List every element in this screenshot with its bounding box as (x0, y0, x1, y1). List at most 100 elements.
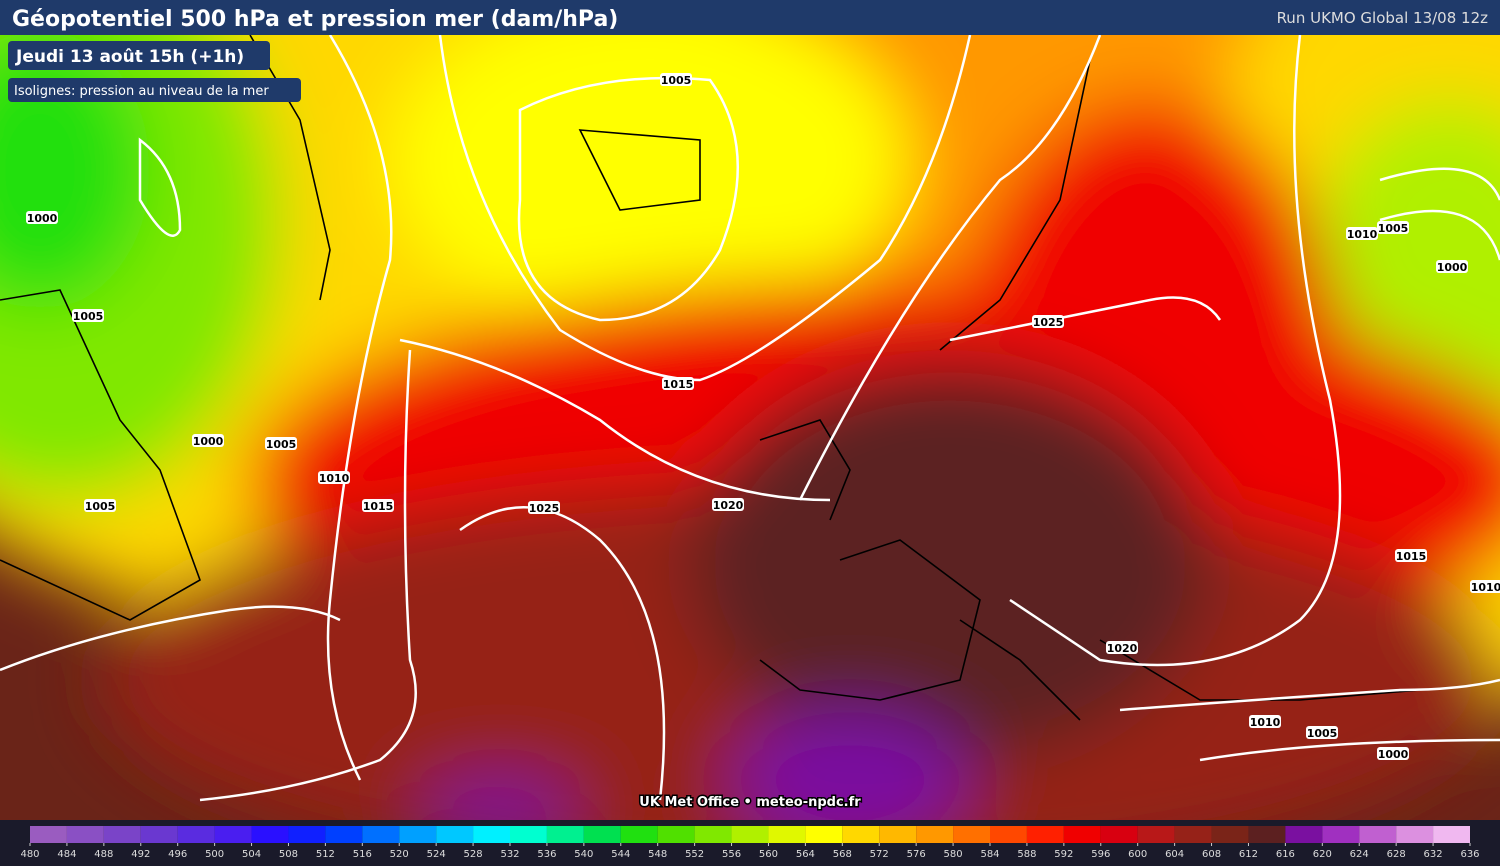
colorbar-label: 492 (131, 849, 150, 860)
isobar-label: 1010 (1471, 581, 1500, 594)
credit: UK Met Office • meteo-npdc.fr (639, 795, 861, 810)
isobar-label-bg (1395, 549, 1427, 562)
isobar-label-bg (1306, 726, 1338, 739)
colorbar-swatch (1285, 826, 1323, 843)
colorbar-swatch (1137, 826, 1175, 843)
isobar-label-bg (662, 377, 694, 390)
colorbar-swatch (1248, 826, 1286, 843)
isobar-label: 1000 (1378, 748, 1409, 761)
colorbar-label: 612 (1239, 849, 1258, 860)
colorbar-swatch (1100, 826, 1138, 843)
colorbar-swatch (731, 826, 769, 843)
colorbar-swatch (473, 826, 510, 843)
colorbar-swatch (1359, 826, 1397, 843)
colorbar-label: 568 (833, 849, 852, 860)
colorbar-label: 536 (537, 849, 556, 860)
colorbar-label: 560 (759, 849, 778, 860)
colorbar-label: 540 (574, 849, 593, 860)
colorbar-swatch (1063, 826, 1101, 843)
colorbar-label: 556 (722, 849, 741, 860)
isobar-label-bg (1377, 221, 1409, 234)
colorbar-swatch (546, 826, 584, 843)
isobar-label-bg (192, 434, 224, 447)
colorbar-swatch (1026, 826, 1064, 843)
colorbar-swatch (916, 826, 954, 843)
isobar-label-bg (362, 499, 394, 512)
isolines-badge (8, 78, 301, 102)
isobar-label-bg (1346, 227, 1378, 240)
isobar-label: 1025 (1033, 316, 1064, 329)
colorbar-label: 600 (1128, 849, 1147, 860)
colorbar-label: 564 (796, 849, 815, 860)
colorbar-label: 548 (648, 849, 667, 860)
isobar-label: 1010 (1347, 228, 1378, 241)
colorbar-label: 500 (205, 849, 224, 860)
colorbar-label: 608 (1202, 849, 1221, 860)
colorbar-label: 592 (1054, 849, 1073, 860)
colorbar-label: 532 (500, 849, 519, 860)
colorbar-label: 524 (427, 849, 446, 860)
colorbar-swatch (694, 826, 732, 843)
isobar-label-bg (1249, 715, 1281, 728)
isobar-label-bg (712, 498, 744, 511)
colorbar-swatch (805, 826, 843, 843)
isobar-label: 1025 (529, 502, 560, 515)
isobar-label-bg (84, 499, 116, 512)
colorbar-swatch (325, 826, 363, 843)
isobar-label: 1005 (1307, 727, 1338, 740)
colorbar-swatch (399, 826, 437, 843)
colorbar-swatch (1433, 826, 1470, 843)
colorbar-label: 528 (464, 849, 483, 860)
colorbar-swatch (288, 826, 326, 843)
colorbar-label: 616 (1276, 849, 1295, 860)
colorbar-label: 512 (316, 849, 335, 860)
colorbar-swatch (657, 826, 695, 843)
isobar-label-bg (1470, 580, 1500, 593)
isobar-label-bg (528, 501, 560, 514)
isobar-label: 1005 (661, 74, 692, 87)
colorbar-label: 552 (685, 849, 704, 860)
colorbar-swatch (140, 826, 178, 843)
colorbar-swatch (879, 826, 917, 843)
colorbar-label: 636 (1460, 849, 1479, 860)
colorbar-label: 628 (1387, 849, 1406, 860)
colorbar-label: 508 (279, 849, 298, 860)
colorbar-swatch (953, 826, 990, 843)
isobar-label: 1000 (1437, 261, 1468, 274)
isobar-label-bg (265, 437, 297, 450)
isobar-label: 1015 (663, 378, 694, 391)
colorbar-label: 576 (907, 849, 926, 860)
isolines-text: Isolignes: pression au niveau de la mer (14, 84, 269, 99)
colorbar-swatch (842, 826, 880, 843)
colorbar-swatch (1322, 826, 1360, 843)
colorbar-label: 572 (870, 849, 889, 860)
colorbar-label: 496 (168, 849, 187, 860)
colorbar-label: 488 (94, 849, 113, 860)
colorbar: 480 484 488 492 496 500 504 508 512 516 520 524 528 5… (20, 826, 1480, 860)
isobar-label-bg (660, 73, 692, 86)
colorbar-swatch (1211, 826, 1249, 843)
colorbar-swatch (510, 826, 547, 843)
colorbar-label: 520 (390, 849, 409, 860)
isobar-label: 1020 (1107, 642, 1138, 655)
colorbar-swatch (362, 826, 400, 843)
colorbar-label: 584 (980, 849, 999, 860)
colorbar-swatch (177, 826, 215, 843)
colorbar-label: 624 (1350, 849, 1369, 860)
isobar-label-bg (1032, 315, 1064, 328)
colorbar-label: 604 (1165, 849, 1184, 860)
isobar-label: 1005 (1378, 222, 1409, 235)
colorbar-swatch (1396, 826, 1434, 843)
date-badge (8, 41, 270, 70)
colorbar-label: 516 (353, 849, 372, 860)
isobar-label: 1010 (319, 472, 350, 485)
colorbar-label: 596 (1091, 849, 1110, 860)
isobar-label-bg (1436, 260, 1468, 273)
isobar-label-bg (26, 211, 58, 224)
isobar-label-bg (1377, 747, 1409, 760)
isobar-label: 1005 (85, 500, 116, 513)
colorbar-label: 484 (57, 849, 76, 860)
